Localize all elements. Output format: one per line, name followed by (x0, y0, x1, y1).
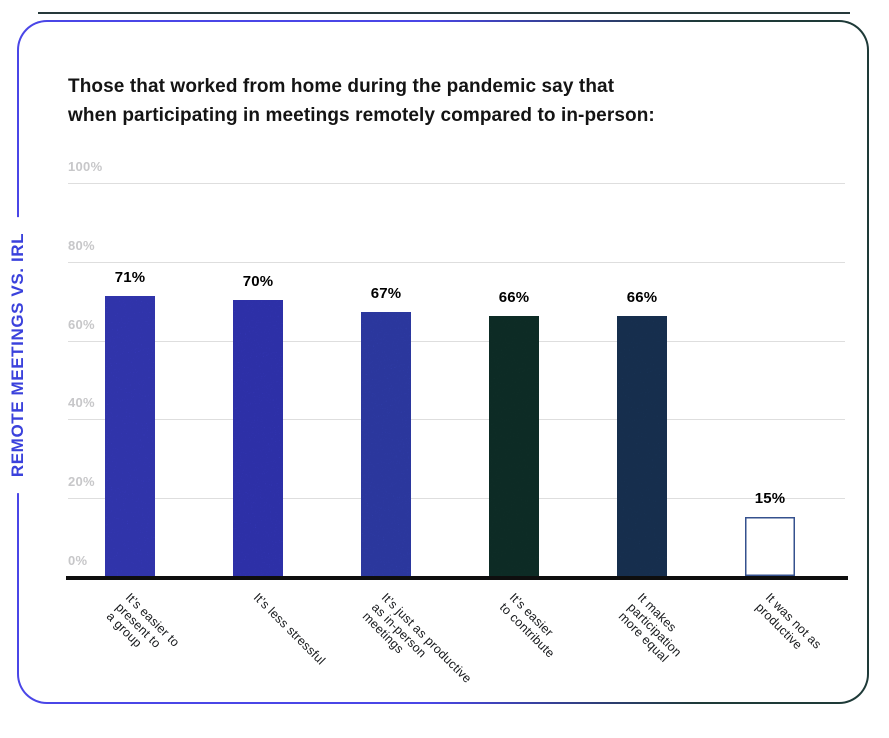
chart-card-border (17, 20, 869, 704)
y-tick-label-100: 100% (68, 159, 103, 174)
chart-title-line1: Those that worked from home during the p… (68, 76, 615, 97)
y-tick-label-40: 40% (68, 395, 95, 410)
y-tick-label-80: 80% (68, 238, 95, 253)
bar-1 (105, 296, 155, 576)
x-tick-label-6: It was not as productive (753, 590, 825, 652)
x-axis-line (66, 576, 848, 580)
gridline-80 (68, 262, 845, 263)
x-tick-label-3: It’s just as productive as in-person mee… (359, 590, 475, 686)
bar-value-label-1: 71% (114, 269, 146, 286)
bar-grain-texture (617, 316, 667, 576)
bar-4 (489, 316, 539, 576)
x-tick-label-1: It’s easier to present to a group (103, 590, 183, 651)
bar-grain-texture (489, 316, 539, 576)
bar-6 (745, 517, 795, 576)
bar-value-label-2: 70% (242, 273, 274, 290)
y-tick-label-0: 0% (68, 553, 88, 568)
bar-3 (361, 312, 411, 576)
bar-5 (617, 316, 667, 576)
bar-grain-texture (105, 296, 155, 576)
bar-grain-texture (361, 312, 411, 576)
x-tick-label-5: It makes participation more equal (615, 590, 685, 665)
gridline-100 (68, 183, 845, 184)
x-tick-label-4: It’s easier to contribute (497, 590, 558, 661)
chart-card-surface (19, 22, 867, 702)
y-tick-label-20: 20% (68, 474, 95, 489)
gridline-40 (68, 419, 845, 420)
gridline-60 (68, 341, 845, 342)
chart-title-line2: when participating in meetings remotely … (68, 105, 655, 126)
cropped-card-edge-above (38, 12, 850, 14)
gridline-20 (68, 498, 845, 499)
bar-2 (233, 300, 283, 576)
bar-value-label-3: 67% (370, 285, 402, 302)
x-tick-label-2: It’s less stressful (250, 590, 329, 668)
bar-value-label-5: 66% (626, 289, 658, 306)
bar-grain-texture (233, 300, 283, 576)
bar-value-label-6: 15% (754, 490, 786, 507)
y-tick-label-60: 60% (68, 317, 95, 332)
chart-title: Those that worked from home during the p… (68, 72, 655, 130)
bar-value-label-4: 66% (498, 289, 530, 306)
